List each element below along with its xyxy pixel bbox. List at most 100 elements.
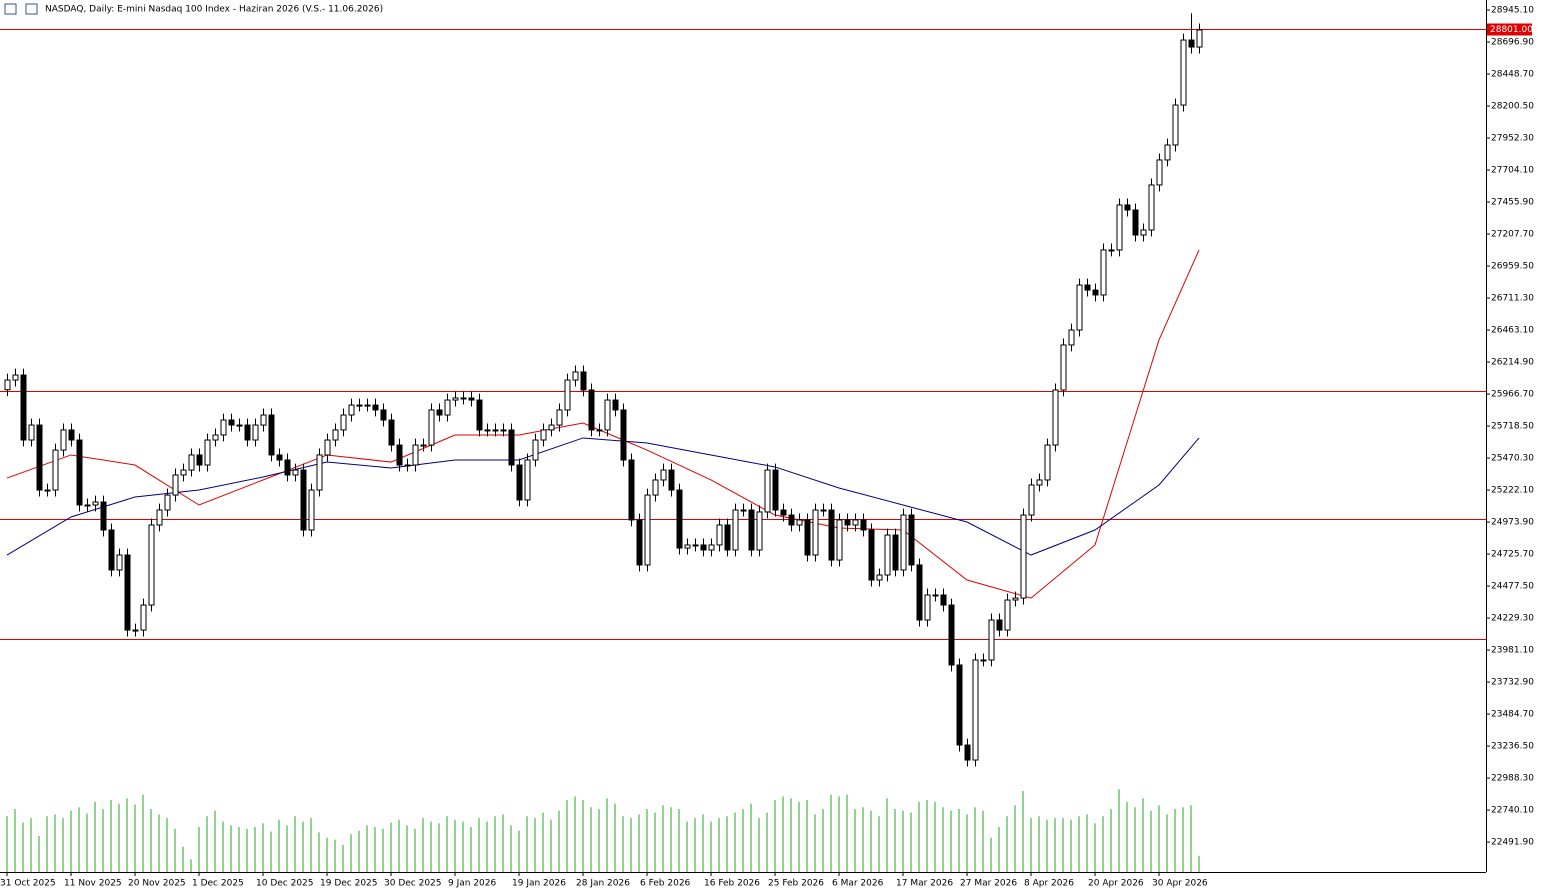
candle-body xyxy=(1084,284,1091,291)
candle-body xyxy=(844,519,851,526)
candle-body xyxy=(860,519,867,531)
candle-body xyxy=(60,429,67,451)
candle-body xyxy=(36,424,43,491)
candle-body xyxy=(292,469,299,476)
candle-body xyxy=(116,554,123,571)
x-tick-label: 9 Jan 2026 xyxy=(448,879,496,889)
candle-body xyxy=(444,399,451,416)
candle-body xyxy=(996,619,1003,631)
candle-body xyxy=(956,664,963,746)
candle-body xyxy=(1108,249,1115,252)
candle-body xyxy=(348,404,355,416)
candle-body xyxy=(1060,344,1067,391)
candle-body xyxy=(676,489,683,549)
candle-body xyxy=(124,554,131,631)
candle-body xyxy=(756,511,763,551)
candle-body xyxy=(28,424,35,441)
candle-body xyxy=(308,489,315,531)
y-tick-label: 22491.90 xyxy=(1491,838,1534,848)
y-tick-label: 24477.50 xyxy=(1491,582,1534,592)
candle-body xyxy=(572,371,579,381)
candle-body xyxy=(460,397,467,400)
candle-body xyxy=(204,439,211,466)
candle-body xyxy=(884,534,891,576)
candle-body xyxy=(436,409,443,416)
candle-body xyxy=(420,444,427,447)
candle-body xyxy=(1172,104,1179,146)
candle-body xyxy=(260,414,267,426)
candle-body xyxy=(932,594,939,597)
candle-body xyxy=(76,439,83,506)
y-tick-label: 27704.10 xyxy=(1491,166,1534,176)
candle-body xyxy=(492,429,499,432)
candle-body xyxy=(796,519,803,526)
x-tick-label: 11 Nov 2025 xyxy=(64,879,122,889)
candle-body xyxy=(972,659,979,761)
candle-body xyxy=(1100,249,1107,296)
y-tick-label: 24973.90 xyxy=(1491,518,1534,528)
candle-body xyxy=(804,519,811,556)
candle-body xyxy=(868,529,875,581)
candle-body xyxy=(468,397,475,401)
price-level-box xyxy=(1487,23,1532,36)
candle-body xyxy=(716,524,723,546)
candle-body xyxy=(740,509,747,512)
candle-body xyxy=(820,509,827,512)
candle-body xyxy=(12,374,19,381)
candle-body xyxy=(908,514,915,566)
candle-body xyxy=(708,544,715,551)
x-tick-label: 19 Jan 2026 xyxy=(512,879,566,889)
candle-body xyxy=(788,514,795,526)
candle-body xyxy=(44,489,51,492)
x-tick-label: 10 Dec 2025 xyxy=(256,879,314,889)
y-tick-label: 26959.50 xyxy=(1491,262,1534,272)
y-tick-label: 26711.30 xyxy=(1491,294,1534,304)
candle-body xyxy=(1148,184,1155,231)
icon-list[interactable] xyxy=(4,3,17,15)
candle-body xyxy=(812,509,819,556)
candle-body xyxy=(516,464,523,501)
toolbar-icons xyxy=(4,3,38,15)
x-tick-label: 30 Apr 2026 xyxy=(1152,879,1208,889)
x-tick-label: 6 Mar 2026 xyxy=(832,879,884,889)
candle-body xyxy=(4,379,11,391)
y-tick-label: 28696.90 xyxy=(1491,38,1534,48)
icon-chart[interactable] xyxy=(25,3,38,15)
candle-body xyxy=(52,449,59,491)
x-tick-label: 17 Mar 2026 xyxy=(896,879,953,889)
candle-body xyxy=(588,389,595,431)
x-tick-label: 6 Feb 2026 xyxy=(640,879,691,889)
candle-body xyxy=(68,429,75,441)
x-tick-label: 27 Mar 2026 xyxy=(960,879,1017,889)
candle-body xyxy=(452,397,459,401)
candle-body xyxy=(892,534,899,571)
y-tick-label: 24725.70 xyxy=(1491,550,1534,560)
candle-body xyxy=(764,469,771,513)
x-tick-label: 20 Nov 2025 xyxy=(128,879,186,889)
y-tick-label: 23236.50 xyxy=(1491,742,1534,752)
candle-body xyxy=(220,419,227,436)
candle-body xyxy=(980,659,987,662)
y-tick-label: 27455.90 xyxy=(1491,198,1534,208)
x-tick-label: 20 Apr 2026 xyxy=(1088,879,1144,889)
candle-body xyxy=(364,404,371,407)
x-tick-label: 25 Feb 2026 xyxy=(768,879,824,889)
candle-body xyxy=(948,604,955,666)
candle-body xyxy=(428,409,435,446)
candle-body xyxy=(1012,597,1019,601)
candle-body xyxy=(188,454,195,471)
candle-body xyxy=(564,379,571,411)
candle-body xyxy=(1068,329,1075,346)
candle-body xyxy=(476,399,483,431)
candle-body xyxy=(964,744,971,761)
candle-body xyxy=(1164,144,1171,161)
x-tick-label: 30 Dec 2025 xyxy=(384,879,442,889)
candle-body xyxy=(1044,444,1051,481)
candle-body xyxy=(732,509,739,551)
candle-body xyxy=(484,429,491,432)
candle-body xyxy=(372,404,379,411)
price-level-label: 28801.00 xyxy=(1490,25,1533,35)
x-tick-label: 16 Feb 2026 xyxy=(704,879,760,889)
